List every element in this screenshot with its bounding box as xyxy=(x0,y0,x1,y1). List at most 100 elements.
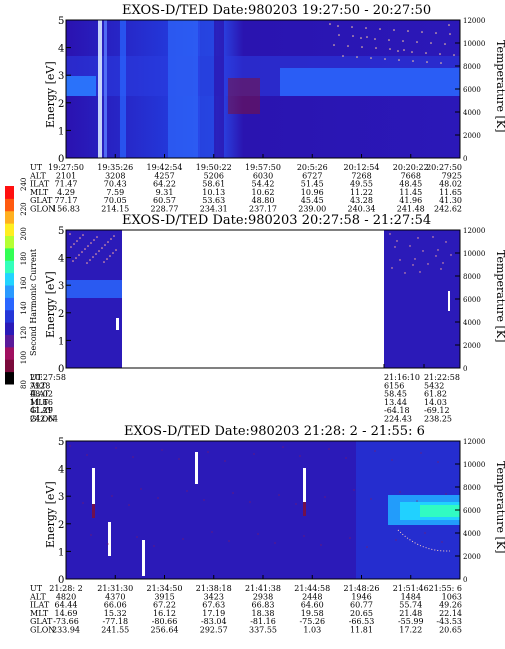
noise-dot xyxy=(353,489,355,491)
noise-dot xyxy=(112,252,114,254)
row-label: ALT xyxy=(29,592,46,601)
panel-3-y2label: Temperature [K] xyxy=(494,461,505,553)
colorbar-tick-label: 120 xyxy=(20,326,28,339)
colorbar-swatch xyxy=(5,309,14,323)
noise-dot xyxy=(425,52,427,54)
column-value: 11.45 xyxy=(399,188,422,197)
panel-3-ytick-label: 2 xyxy=(58,520,64,531)
row-label: GLAT xyxy=(30,406,53,415)
data-stripe xyxy=(214,20,224,158)
panel-2-y2tick-label: 10000 xyxy=(463,250,485,258)
column-value: 242.62 xyxy=(434,205,462,214)
panel-2-yticks: 0 1 2 3 4 5 xyxy=(58,226,71,375)
colorbar-tick-label: 80 xyxy=(20,380,28,389)
panel-2-marks xyxy=(66,233,452,330)
column-value: 60.57 xyxy=(153,196,176,205)
noise-dot xyxy=(253,453,255,455)
noise-dot xyxy=(107,543,109,545)
panel-2-y2label: Temperature [K] xyxy=(494,250,505,342)
noise-dot xyxy=(409,245,411,247)
noise-dot xyxy=(76,240,78,242)
column-value: 66.06 xyxy=(104,601,127,610)
column-value: 1.03 xyxy=(303,626,321,635)
panel-2-title: EXOS-D/TED Date:980203 20:27:58 - 21:27:… xyxy=(122,213,431,228)
column-value: 17.19 xyxy=(202,609,225,618)
column-value: 240.34 xyxy=(348,205,376,214)
data-stripe xyxy=(104,20,107,158)
noise-dot xyxy=(448,24,450,26)
colorbar-tick-label: 160 xyxy=(20,277,28,290)
column-value: 21:31:30 xyxy=(97,584,133,593)
data-stripe xyxy=(116,318,119,330)
energy-band xyxy=(420,505,460,517)
panel-3-ytick-label: 1 xyxy=(58,547,64,558)
column-value: 4370 xyxy=(105,592,125,601)
noise-dot xyxy=(282,446,284,448)
panel-3-ytick-label: 4 xyxy=(58,465,64,476)
panel-1-ytick-label: 4 xyxy=(58,44,64,55)
colorbar-swatch xyxy=(5,247,14,261)
row-label: GLON xyxy=(30,415,55,424)
column-value: 10.13 xyxy=(202,188,225,197)
noise-dot xyxy=(69,233,71,235)
noise-dot xyxy=(107,241,109,243)
column-value: 7.59 xyxy=(106,188,124,197)
column-value: 2938 xyxy=(253,592,273,601)
column-value: 19:35:26 xyxy=(97,163,133,172)
column-value: 18.38 xyxy=(252,609,275,618)
noise-dot xyxy=(365,27,367,29)
noise-dot xyxy=(333,44,335,46)
colorbar-tick-label: 100 xyxy=(20,351,28,364)
noise-dot xyxy=(420,452,422,454)
column-value: 19.58 xyxy=(301,609,324,618)
column-value: 11.65 xyxy=(439,188,462,197)
panel-2-ytick-label: 3 xyxy=(58,281,64,292)
noise-dot xyxy=(384,58,386,60)
column-value: 14.03 xyxy=(424,398,447,407)
panel-3: EXOS-D/TED Date:980203 21:28: 2 - 21:55:… xyxy=(29,424,505,635)
noise-dot xyxy=(426,61,428,63)
panel-3-yticks: 0 1 2 3 4 5 xyxy=(58,437,71,586)
noise-dot xyxy=(75,257,77,259)
panel-3-ytick-label: 3 xyxy=(58,492,64,503)
panel-2-y2tick-label: 4000 xyxy=(463,319,481,327)
noise-dot xyxy=(211,531,213,533)
row-label: ALT xyxy=(29,171,46,180)
panel-2-block-right xyxy=(384,230,460,368)
column-value: 2448 xyxy=(302,592,322,601)
noise-dot xyxy=(374,450,376,452)
column-value: 337.55 xyxy=(249,626,277,635)
column-value: 21:41:38 xyxy=(245,584,281,593)
noise-dot xyxy=(347,45,349,47)
noise-dot xyxy=(232,492,234,494)
colorbar: 80 100 120 140 160 180 200 220 240 Second Harmon… xyxy=(5,178,38,389)
row-label: UT xyxy=(30,584,43,593)
column-value: 61.82 xyxy=(424,390,447,399)
column-value: 6727 xyxy=(302,171,322,180)
column-value: 20:5:26 xyxy=(297,163,328,172)
colorbar-swatch xyxy=(5,371,14,385)
noise-dot xyxy=(439,53,441,55)
panel-2: EXOS-D/TED Date:980203 20:27:58 - 21:27:… xyxy=(29,213,505,424)
column-value: 19:27:50 xyxy=(48,163,84,172)
noise-dot xyxy=(345,457,347,459)
column-value: 234.31 xyxy=(200,205,228,214)
row-label: UT xyxy=(30,373,43,382)
noise-dot xyxy=(249,501,251,503)
column-value: 64.60 xyxy=(301,601,324,610)
colorbar-swatch xyxy=(5,359,14,373)
panel-1-marks xyxy=(66,20,460,158)
row-label: GLAT xyxy=(30,196,53,205)
noise-dot xyxy=(86,262,88,264)
row-label: ILAT xyxy=(30,601,50,610)
noise-dot xyxy=(427,263,429,265)
noise-dot xyxy=(356,56,358,58)
column-value: 48.80 xyxy=(252,196,275,205)
noise-dot xyxy=(412,264,414,266)
row-label: GLAT xyxy=(30,617,53,626)
column-value: 224.43 xyxy=(384,415,412,424)
noise-dot xyxy=(82,502,84,504)
column-value: 11.81 xyxy=(350,626,373,635)
noise-dot xyxy=(445,493,447,495)
column-value: 70.05 xyxy=(104,196,127,205)
